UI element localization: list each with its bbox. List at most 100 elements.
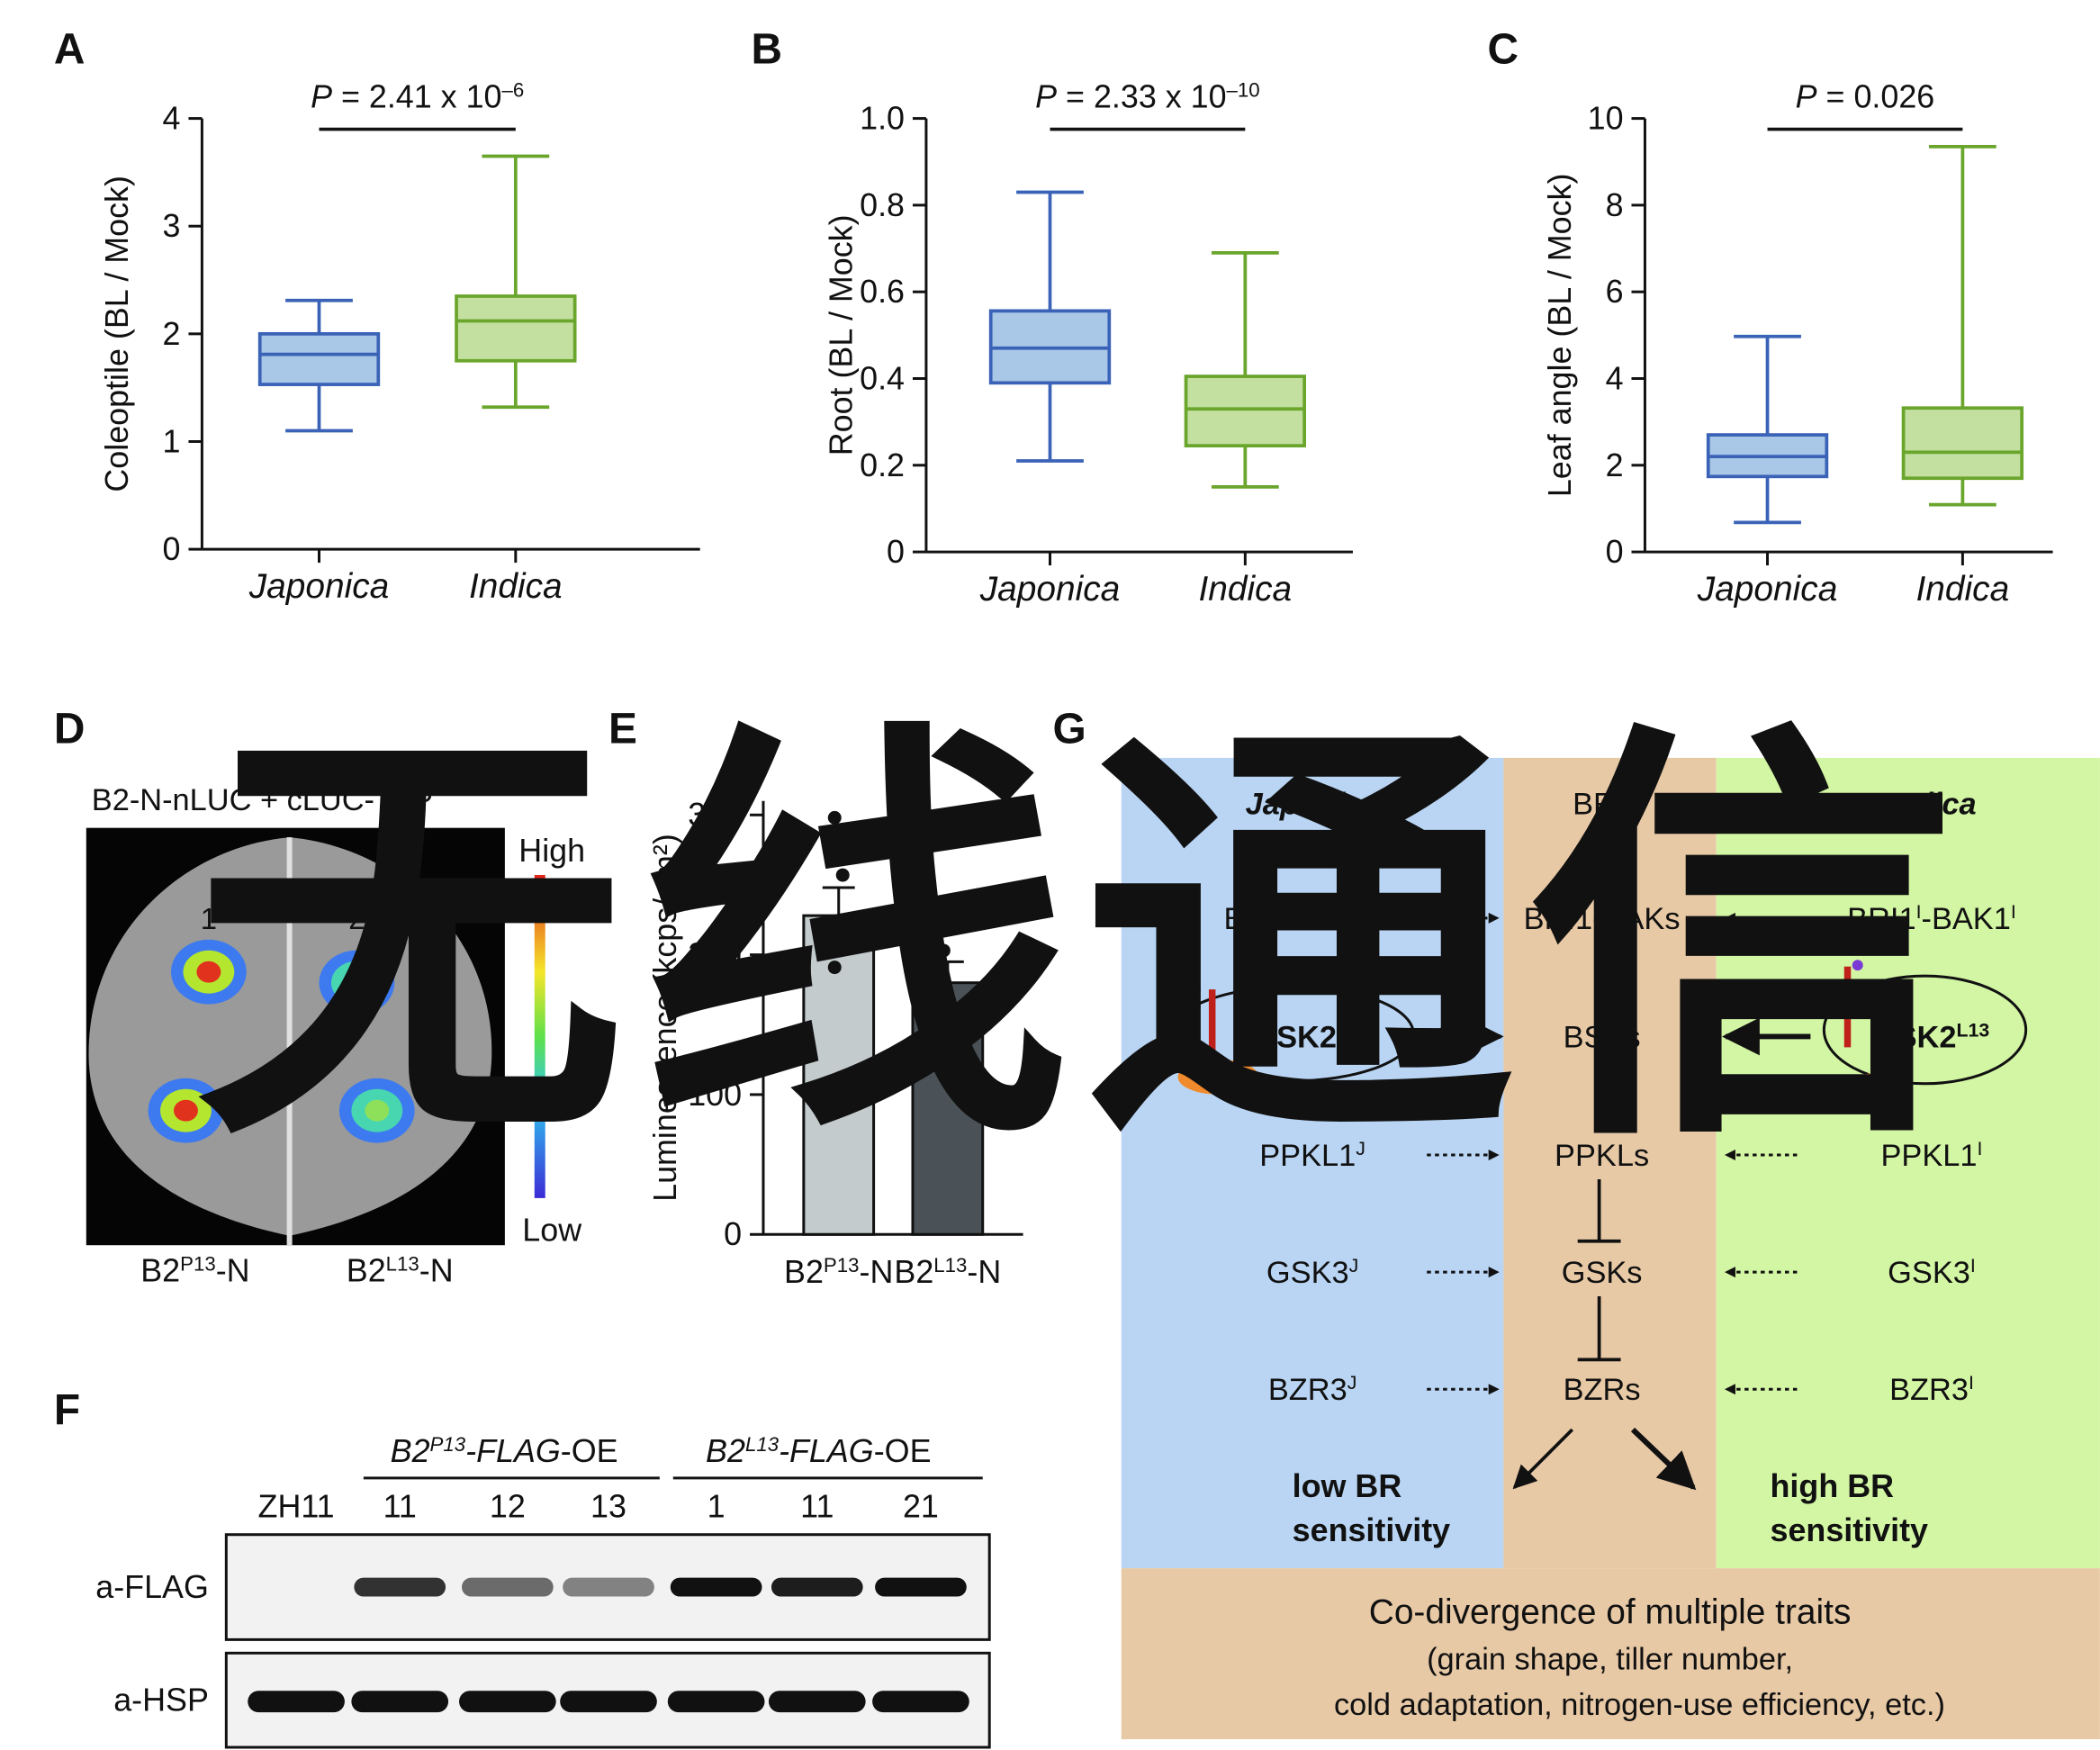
panel-label: B [752, 25, 783, 73]
text-part: PPKL1 [1259, 1139, 1356, 1173]
text-part: -BAK1 [1922, 902, 2011, 936]
box [1901, 406, 2024, 481]
footer-title: Co-divergence of multiple traits [1369, 1592, 1852, 1631]
panel-label: A [54, 25, 86, 73]
text-part: -OE [874, 1433, 932, 1469]
y-tick-label: 0 [887, 534, 905, 570]
panel-label: F [54, 1386, 80, 1434]
y-tick-label: 0 [724, 1216, 742, 1252]
p-value: P = 2.33 x 10–10 [1035, 78, 1260, 115]
text-part: J [1349, 1255, 1359, 1276]
text-part: B2 [140, 1253, 180, 1289]
image-title: B2-N-nLUC + cLUC-TTP [92, 783, 433, 817]
text-part: L13 [745, 1432, 780, 1455]
x-tick-label: B2P13-N [784, 1254, 893, 1291]
text-part: L13 [1956, 1019, 1989, 1041]
text-part: I [1969, 1372, 1974, 1394]
text-part: -BAK1 [1302, 902, 1392, 936]
y-tick-label: 8 [1606, 187, 1624, 223]
band [872, 1691, 969, 1713]
luminescence-spot [196, 961, 221, 983]
membrane-anchor [1843, 966, 1852, 1048]
text-part: I [1916, 901, 1922, 923]
node: BZRs [1564, 1373, 1641, 1407]
node: GSK3I [1888, 1255, 1976, 1290]
y-tick-label: 300 [688, 797, 742, 833]
node: PPKL1I [1881, 1138, 1983, 1173]
outcome: high BR [1771, 1468, 1895, 1504]
text-part: –6 [502, 78, 525, 101]
band [768, 1691, 866, 1713]
text-part: Indica [1887, 788, 1976, 822]
scale-high: High [518, 833, 585, 869]
y-tick-label: 200 [688, 937, 742, 973]
japonica-area [1121, 757, 1504, 1569]
x-tick-label: B2L13-N [894, 1254, 1001, 1291]
row-label: a-FLAG [95, 1569, 209, 1605]
band [563, 1577, 654, 1597]
footer-area [1121, 1568, 2100, 1740]
text-part: = 0.026 [1817, 79, 1935, 115]
text-part: BZRs [1564, 1373, 1641, 1407]
text-part: BSK2 [1874, 1020, 1957, 1054]
y-tick-label: 1 [163, 423, 181, 459]
node: Indica [1887, 788, 1976, 822]
complex-loop [1822, 974, 2028, 1086]
x-tick-label: Japonica [1697, 570, 1838, 609]
x-tick-label: Indica [469, 567, 563, 606]
data-point [827, 961, 842, 975]
y-tick-label: 2 [1606, 447, 1624, 483]
text-part: P13 [1337, 1019, 1371, 1041]
leaf-label: B2L13-N [347, 1252, 454, 1289]
outcome-arrow [1512, 1428, 1574, 1490]
y-tick-label: 0.8 [860, 187, 905, 223]
node: BSK2P13 [1254, 1019, 1371, 1054]
band [670, 1577, 762, 1597]
text-part: B2 [894, 1254, 933, 1290]
node: BZR3J [1268, 1372, 1357, 1407]
complex-loop [1169, 985, 1415, 1083]
band [354, 1577, 446, 1597]
y-tick-label: 0.6 [860, 274, 905, 310]
text-part: P [1035, 79, 1057, 115]
luminescence-spot [174, 1099, 198, 1122]
text-part: -N [216, 1253, 250, 1289]
text-part: J [1392, 901, 1402, 923]
node: BRI1J-BAK1J [1224, 901, 1402, 936]
panel-label: D [54, 705, 86, 753]
text-part: J [1293, 901, 1302, 923]
residue [1843, 1072, 1912, 1108]
panel-label: C [1488, 25, 1519, 73]
node: PPKLs [1555, 1139, 1649, 1173]
text-part: BZR3 [1268, 1373, 1347, 1407]
x-tick-label: Indica [1198, 570, 1292, 609]
text-part: BRI1 [1224, 902, 1293, 936]
text-part: -OE [561, 1433, 618, 1469]
text-part: I [2011, 901, 2016, 923]
y-tick-label: 100 [688, 1077, 742, 1113]
y-tick-label: 4 [1606, 360, 1624, 396]
outcome: sensitivity [1293, 1512, 1451, 1548]
band [667, 1691, 765, 1713]
band [875, 1577, 967, 1597]
box [1184, 374, 1306, 448]
y-tick-label: 0 [1606, 534, 1624, 570]
band [459, 1691, 556, 1713]
shared-area [1503, 757, 1717, 1569]
text-part: BRs [1573, 788, 1631, 822]
text-part: B2 [391, 1433, 430, 1469]
y-tick-label: 6 [1606, 274, 1624, 310]
membrane-anchor [1208, 989, 1216, 1070]
text-part: = 2.41 x 10 [332, 79, 501, 115]
text-part: PPKLs [1555, 1139, 1649, 1173]
indica-area [1716, 757, 2100, 1569]
node: BZR3I [1889, 1372, 1974, 1407]
bar [911, 981, 985, 1236]
node: BSKs [1564, 1020, 1641, 1054]
text-part: GSK3 [1266, 1256, 1349, 1290]
lane-label: 11 [800, 1488, 834, 1524]
color-scale [534, 875, 545, 1198]
box [257, 331, 381, 386]
x-tick-label: Japonica [248, 567, 390, 606]
